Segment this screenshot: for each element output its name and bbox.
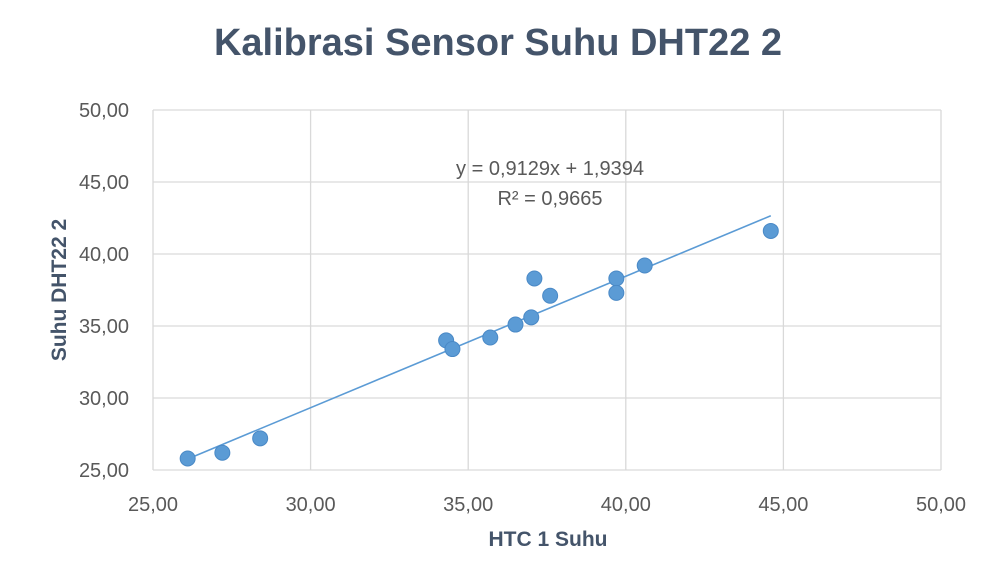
data-point — [482, 329, 499, 346]
data-point — [444, 341, 461, 358]
y-tick-label: 30,00 — [79, 388, 129, 410]
y-tick-label: 40,00 — [79, 244, 129, 266]
data-point — [762, 222, 779, 239]
trendline-layer — [187, 215, 772, 460]
y-tick-label: 25,00 — [79, 460, 129, 482]
data-point — [179, 450, 196, 467]
trendline-r2: R² = 0,9665 — [497, 188, 602, 210]
data-point — [608, 270, 625, 287]
x-tick-label: 45,00 — [758, 494, 808, 516]
x-tick-label: 40,00 — [601, 494, 651, 516]
trendline — [187, 215, 772, 460]
x-tick-label: 50,00 — [916, 494, 966, 516]
data-point — [526, 270, 543, 287]
y-tick-label: 35,00 — [79, 316, 129, 338]
data-point — [542, 287, 559, 304]
x-tick-label: 30,00 — [286, 494, 336, 516]
y-tick-label: 45,00 — [79, 172, 129, 194]
y-tick-label: 50,00 — [79, 100, 129, 122]
x-tick-label: 25,00 — [128, 494, 178, 516]
x-tick-label: 35,00 — [443, 494, 493, 516]
gridlines — [152, 109, 942, 471]
chart-title: Kalibrasi Sensor Suhu DHT22 2 — [213, 22, 783, 64]
data-point — [252, 430, 269, 447]
data-point — [608, 284, 625, 301]
data-point — [523, 309, 540, 326]
data-point — [507, 316, 524, 333]
data-point — [214, 444, 231, 461]
trendline-labels: y = 0,9129x + 1,9394 R² = 0,9665 — [456, 158, 644, 210]
trendline-equation: y = 0,9129x + 1,9394 — [456, 158, 644, 180]
data-points — [179, 222, 779, 467]
x-axis-title: HTC 1 Suhu — [488, 528, 608, 551]
tick-labels: 25,00 30,00 35,00 40,00 45,00 50,00 25,00 30,00… — [79, 100, 966, 516]
data-point — [636, 257, 653, 274]
